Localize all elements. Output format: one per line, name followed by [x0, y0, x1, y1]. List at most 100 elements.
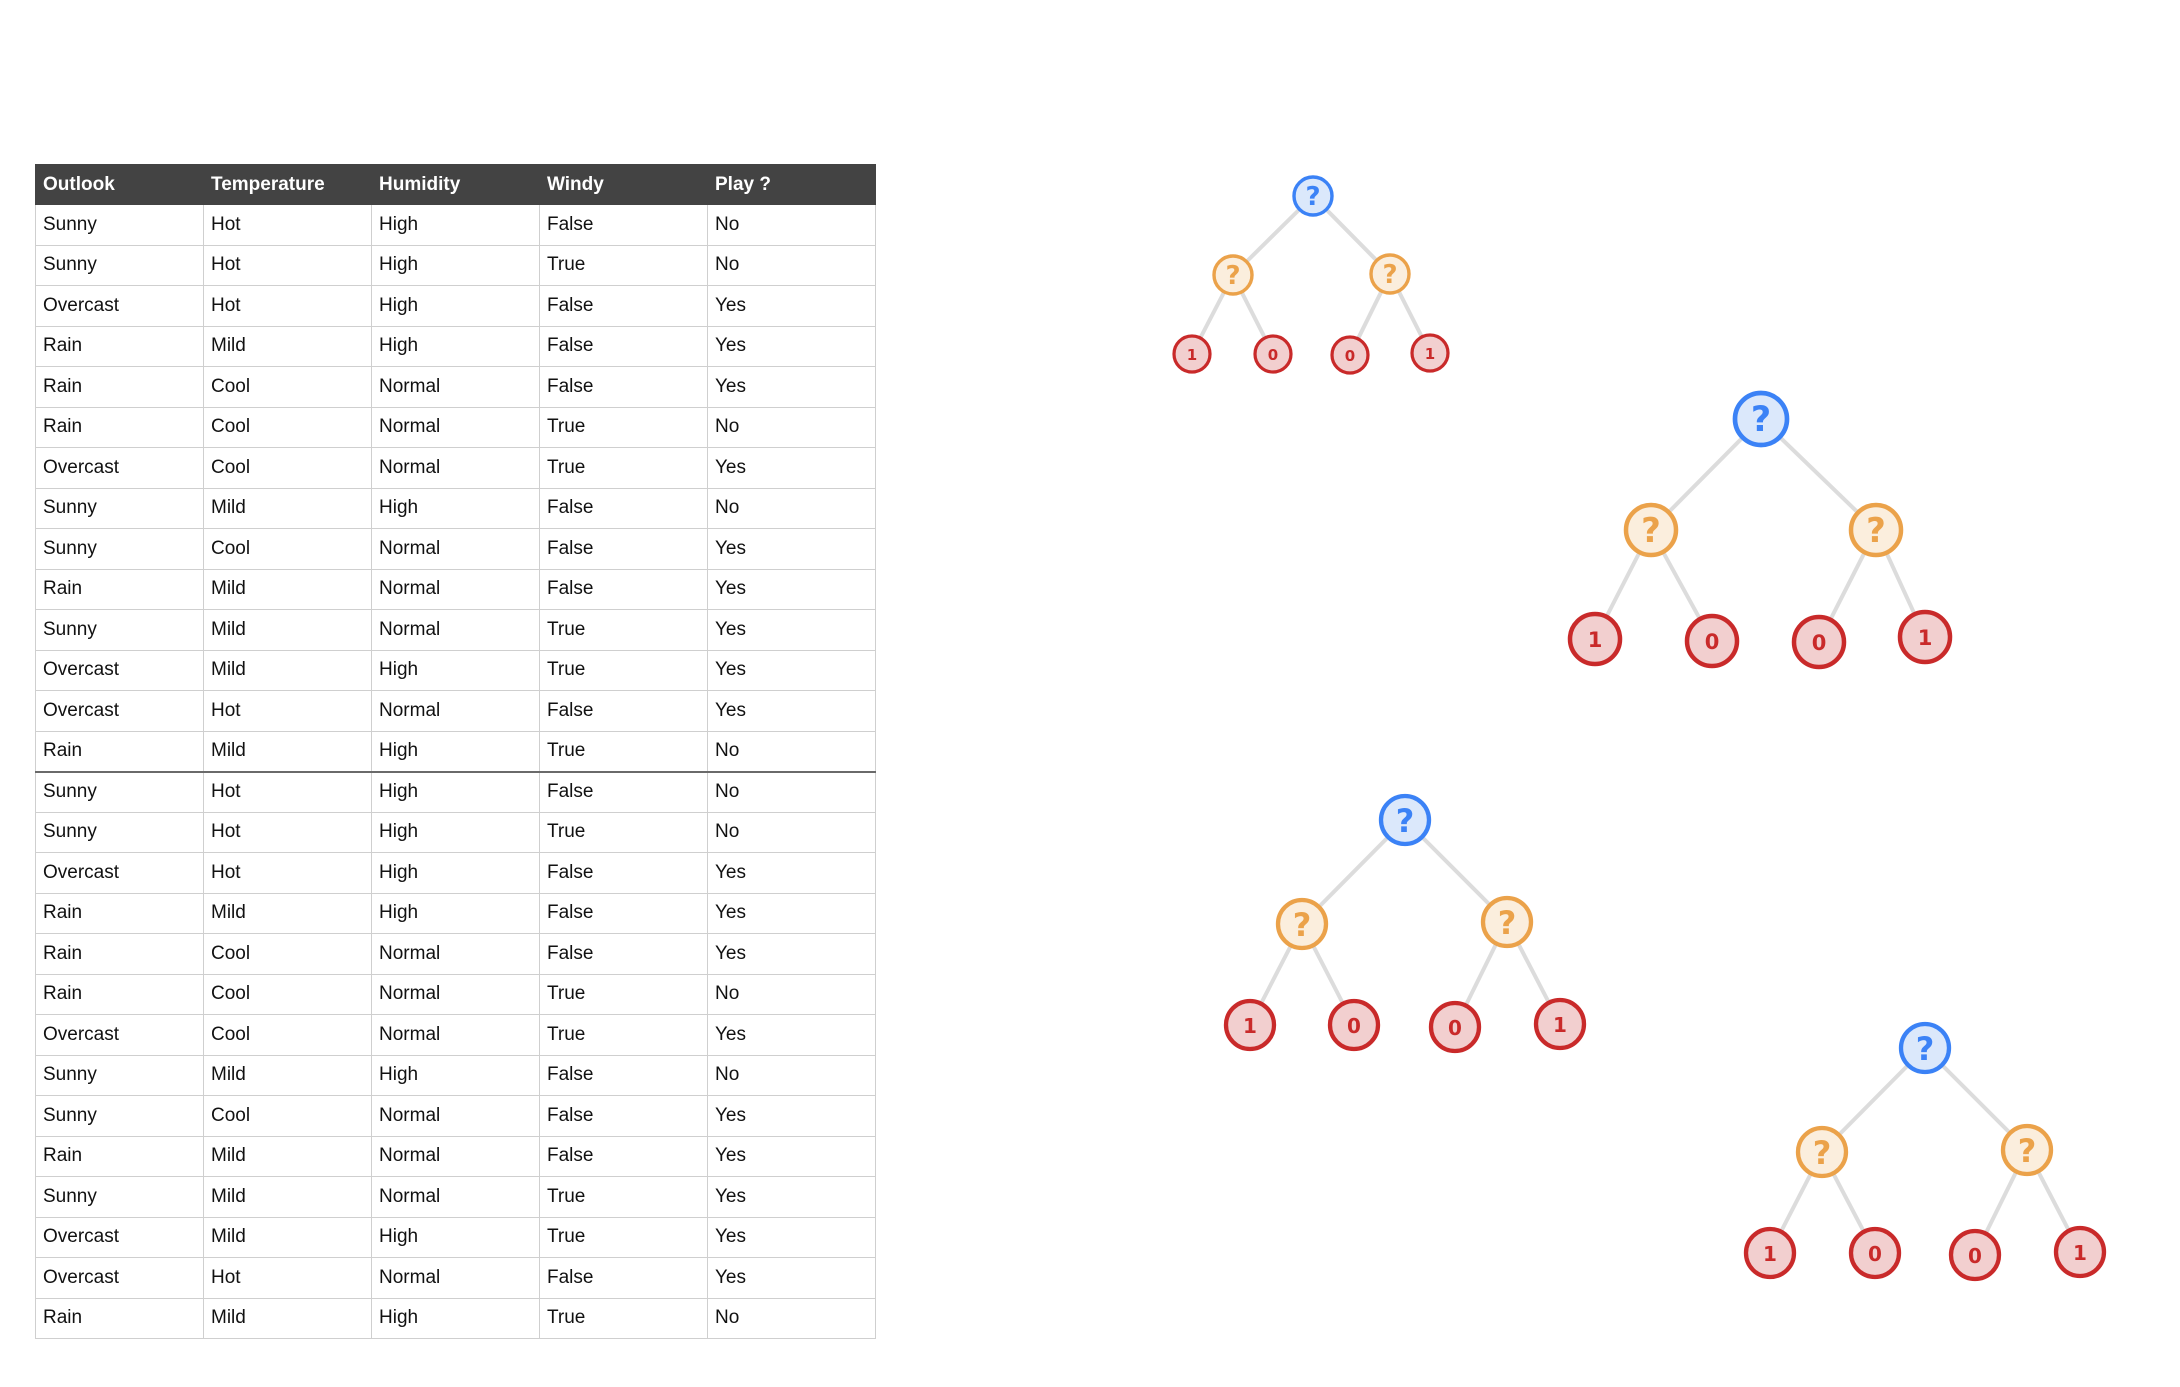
cell-play: Yes: [707, 568, 876, 610]
tree-edge: [1318, 836, 1389, 908]
tree-edge: [1668, 436, 1744, 513]
cell-temperature: Hot: [203, 244, 372, 286]
leaf-node-label: 1: [1187, 346, 1197, 364]
cell-temperature: Mild: [203, 1216, 372, 1258]
leaf-node: 0: [1791, 614, 1847, 670]
cell-outlook: Overcast: [35, 1014, 204, 1056]
cell-humidity: Normal: [371, 1257, 540, 1299]
split-node-circle: [2000, 1123, 2054, 1177]
cell-temperature: Cool: [203, 933, 372, 975]
split-node-circle: [1212, 254, 1254, 296]
split-node: ?: [1369, 253, 1411, 295]
tree-edge: [1245, 208, 1301, 263]
cell-windy: False: [539, 1095, 708, 1137]
split-node: ?: [1275, 897, 1329, 951]
cell-humidity: Normal: [371, 447, 540, 489]
table-row: Sunny Hot High True No: [35, 244, 876, 286]
cell-temperature: Mild: [203, 1297, 372, 1339]
split-node-label: ?: [1866, 511, 1886, 551]
cell-humidity: High: [371, 285, 540, 327]
cell-windy: False: [539, 528, 708, 570]
cell-temperature: Mild: [203, 487, 372, 529]
table-row: Overcast Cool Normal True Yes: [35, 1014, 876, 1056]
leaf-node: 1: [1743, 1226, 1797, 1280]
tree-edge: [1240, 291, 1266, 339]
root-node-label: ?: [1916, 1030, 1935, 1068]
table-row: Rain Mild High False Yes: [35, 892, 876, 934]
leaf-node: 1: [1223, 998, 1277, 1052]
cell-humidity: High: [371, 1297, 540, 1339]
cell-temperature: Cool: [203, 1095, 372, 1137]
leaf-node-circle: [1848, 1226, 1902, 1280]
cell-humidity: Normal: [371, 933, 540, 975]
cell-windy: False: [539, 1054, 708, 1096]
tree-edge: [1885, 552, 1916, 615]
cell-play: No: [707, 973, 876, 1015]
cell-outlook: Sunny: [35, 528, 204, 570]
column-header-outlook: Outlook: [35, 164, 204, 205]
cell-play: Yes: [707, 528, 876, 570]
cell-temperature: Hot: [203, 811, 372, 853]
cell-play: Yes: [707, 892, 876, 934]
table-row: Overcast Hot Normal False Yes: [35, 690, 876, 732]
root-node: ?: [1378, 793, 1432, 847]
split-node-circle: [1275, 897, 1329, 951]
cell-play: Yes: [707, 285, 876, 327]
table-row: Rain Mild High True No: [35, 1297, 876, 1339]
table-row: Sunny Mild Normal True Yes: [35, 1176, 876, 1218]
tree-edge: [1779, 1173, 1813, 1232]
tree-edge: [1311, 945, 1345, 1004]
cell-windy: False: [539, 1257, 708, 1299]
leaf-node-circle: [1533, 997, 1587, 1051]
table-row: Sunny Mild High False No: [35, 1054, 876, 1096]
cell-play: No: [707, 1297, 876, 1339]
leaf-node-circle: [1253, 334, 1293, 374]
leaf-node-circle: [1948, 1228, 2002, 1282]
cell-humidity: Normal: [371, 406, 540, 448]
table-header-row: Outlook Temperature Humidity Windy Play …: [35, 164, 876, 205]
leaf-node-label: 0: [1868, 1242, 1882, 1266]
cell-windy: False: [539, 325, 708, 367]
split-node-label: ?: [1498, 904, 1517, 942]
leaf-node-label: 1: [1588, 628, 1603, 652]
leaf-node-label: 1: [1763, 1242, 1777, 1266]
cell-outlook: Overcast: [35, 1257, 204, 1299]
cell-temperature: Mild: [203, 1054, 372, 1096]
split-node: ?: [1795, 1125, 1849, 1179]
split-node: ?: [2000, 1123, 2054, 1177]
cell-temperature: Hot: [203, 204, 372, 246]
leaf-node: 1: [1533, 997, 1587, 1051]
leaf-node-circle: [1567, 611, 1623, 667]
leaf-node-circle: [1897, 609, 1953, 665]
split-node-circle: [1480, 895, 1534, 949]
table-row: Sunny Cool Normal False Yes: [35, 528, 876, 570]
tree-edge: [1259, 945, 1293, 1004]
cell-temperature: Cool: [203, 406, 372, 448]
leaf-node-circle: [1410, 333, 1450, 373]
decision-tree-3: ?? ? 1 0 0 1: [1223, 793, 1587, 1054]
cell-play: Yes: [707, 1176, 876, 1218]
cell-windy: True: [539, 1014, 708, 1056]
split-node-label: ?: [1293, 906, 1312, 944]
cell-outlook: Overcast: [35, 285, 204, 327]
leaf-node-label: 1: [2073, 1241, 2087, 1265]
cell-windy: False: [539, 933, 708, 975]
table-row: Overcast Mild High True Yes: [35, 1216, 876, 1258]
split-node-label: ?: [1382, 260, 1397, 290]
leaf-node: 0: [1428, 1000, 1482, 1054]
tree-edge: [1605, 552, 1641, 617]
leaf-node-circle: [1684, 613, 1740, 669]
cell-humidity: Normal: [371, 1176, 540, 1218]
cell-outlook: Sunny: [35, 1095, 204, 1137]
cell-windy: True: [539, 447, 708, 489]
split-node-label: ?: [1813, 1134, 1832, 1172]
table-row: Overcast Cool Normal True Yes: [35, 447, 876, 489]
root-node-label: ?: [1396, 802, 1415, 840]
cell-play: No: [707, 244, 876, 286]
cell-outlook: Rain: [35, 1297, 204, 1339]
cell-temperature: Mild: [203, 730, 372, 772]
leaf-node-label: 1: [1918, 626, 1933, 650]
cell-temperature: Cool: [203, 973, 372, 1015]
leaf-node: 0: [1330, 335, 1370, 375]
leaf-node-label: 0: [1268, 346, 1278, 364]
